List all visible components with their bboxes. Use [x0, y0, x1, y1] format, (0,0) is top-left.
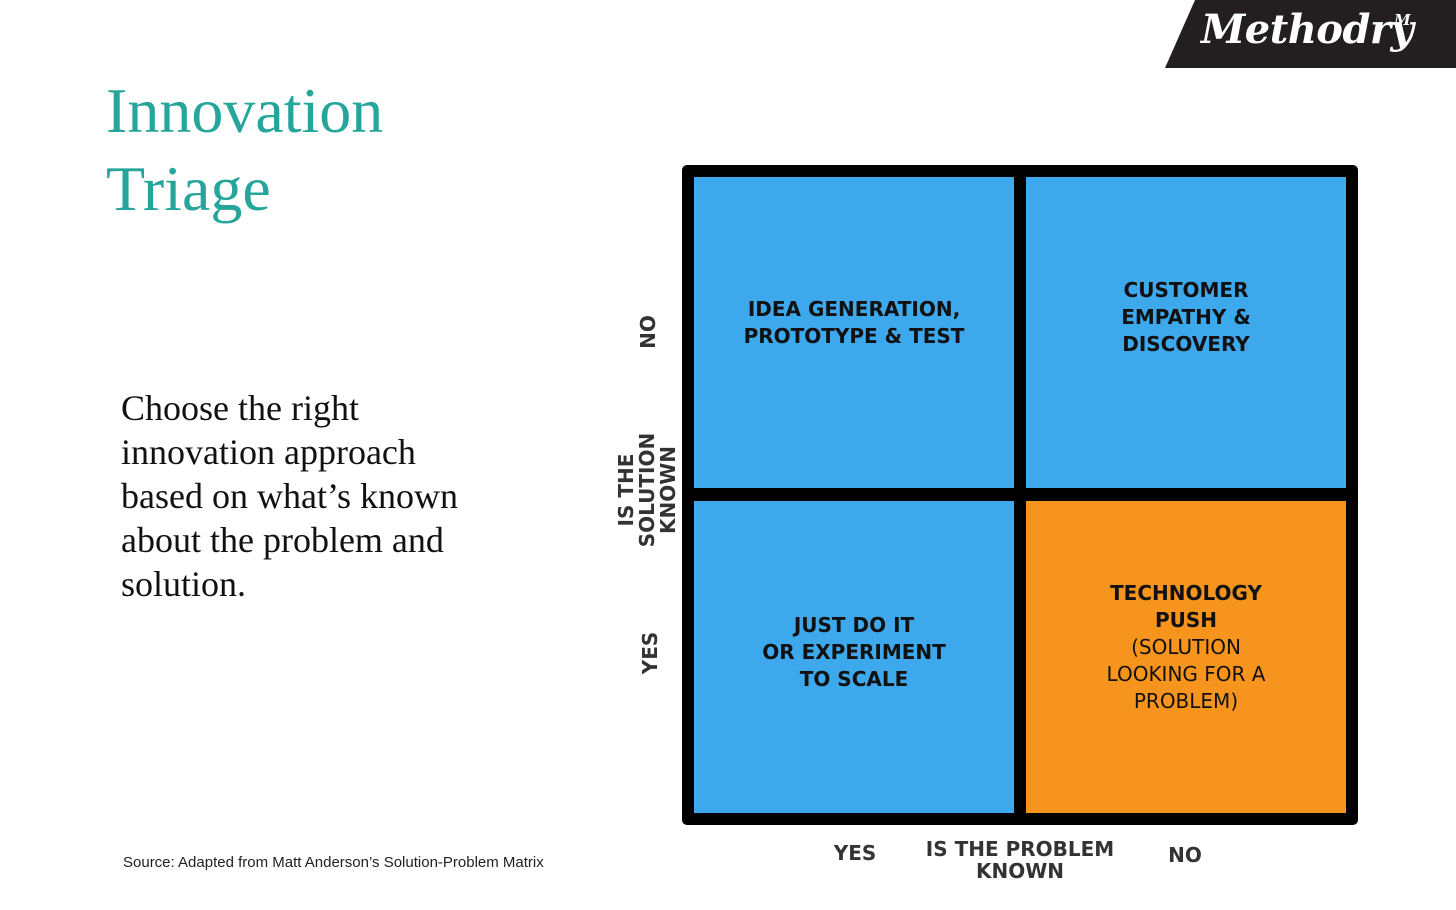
x-axis-right-label: NO [1168, 843, 1202, 867]
y-axis-title-line-3: KNOWN [656, 445, 680, 535]
quadrant-text: JUST DO IT [793, 612, 915, 637]
logo-banner-shape [1165, 0, 1456, 68]
quadrant-customer-empathy: CUSTOMER EMPATHY & DISCOVERY [1026, 177, 1346, 488]
quadrant-text: EMPATHY & [1121, 305, 1251, 329]
triage-matrix: IDEA GENERATION, PROTOTYPE & TEST CUSTOM… [682, 165, 1358, 825]
source-note: Source: Adapted from Matt Anderson’s Sol… [123, 854, 544, 871]
quadrant-technology-push: TECHNOLOGY PUSH (SOLUTION LOOKING FOR A … [1026, 501, 1346, 813]
quadrant-text: PROBLEM) [1133, 688, 1239, 713]
quadrant-text: TO SCALE [799, 666, 909, 691]
y-axis-title-line-1: IS THE [614, 453, 638, 527]
page-title: Innovation Triage [106, 72, 526, 228]
quadrant-just-do-it: JUST DO IT OR EXPERIMENT TO SCALE [694, 501, 1014, 813]
y-axis-top-label: NO [636, 315, 660, 349]
brand-logo: Methodry M [1165, 0, 1456, 68]
quadrant-text: (SOLUTION [1131, 634, 1241, 659]
quadrant-text: LOOKING FOR A [1106, 661, 1266, 686]
y-axis-title: IS THE SOLUTION KNOWN [614, 425, 682, 555]
x-axis-left-label: YES [833, 841, 877, 865]
y-axis-title-line-2: SOLUTION [635, 432, 659, 548]
quadrant-text: PROTOTYPE & TEST [743, 323, 965, 348]
quadrant-idea-generation: IDEA GENERATION, PROTOTYPE & TEST [694, 177, 1014, 488]
quadrant-text: DISCOVERY [1122, 332, 1250, 356]
quadrant-text: CUSTOMER [1123, 278, 1249, 302]
logo-text: Methodry [1201, 6, 1414, 53]
x-axis-title-line-2: KNOWN [975, 859, 1065, 883]
quadrant-text: OR EXPERIMENT [762, 639, 946, 664]
title-line-2: Triage [106, 153, 271, 224]
quadrant-text: IDEA GENERATION, [747, 296, 961, 321]
x-axis-title: IS THE PROBLEM KNOWN [910, 838, 1130, 882]
y-axis-bottom-label: YES [638, 631, 662, 675]
description-text: Choose the right innovation approach bas… [121, 388, 458, 604]
quadrant-text: TECHNOLOGY [1110, 580, 1262, 605]
logo-mark-icon: M [1394, 11, 1411, 29]
quadrant-text: PUSH [1154, 607, 1218, 632]
title-line-1: Innovation [106, 75, 384, 146]
x-axis-title-line-1: IS THE PROBLEM [925, 837, 1115, 861]
